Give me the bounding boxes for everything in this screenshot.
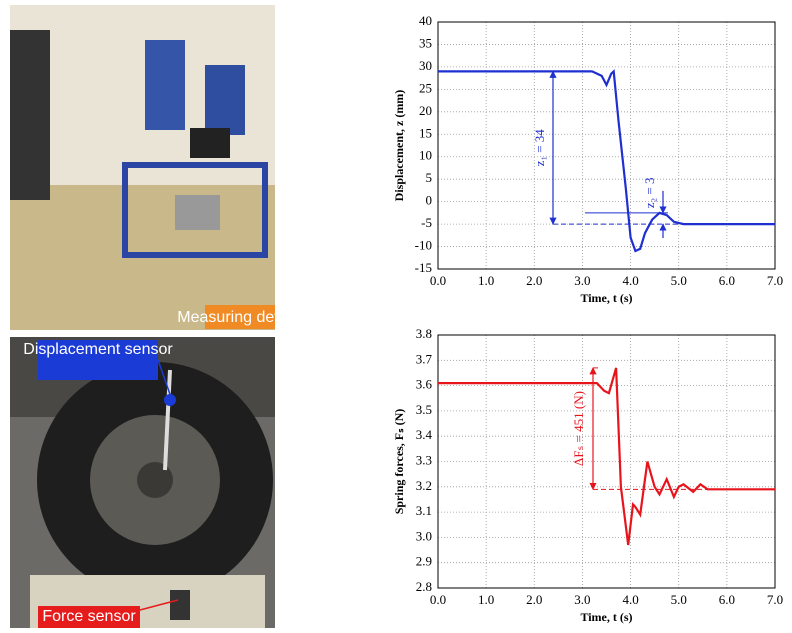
y-tick-label: 20: [419, 103, 432, 118]
y-tick-label: 10: [419, 148, 432, 163]
y-tick-label: 2.9: [416, 554, 432, 569]
y-tick-label: 3.3: [416, 452, 432, 467]
x-tick-label: 5.0: [671, 273, 687, 288]
x-tick-label: 4.0: [622, 273, 638, 288]
figure: Measuring device Displacement sensor For…: [0, 0, 792, 633]
y-axis-label: Spring forces, Fₛ (N): [392, 409, 406, 515]
y-axis-label: Displacement, z (mm): [392, 90, 406, 202]
annotation: z₂ = 3: [642, 178, 657, 209]
x-tick-label: 6.0: [719, 273, 735, 288]
x-tick-label: 7.0: [767, 273, 783, 288]
data-line: [438, 368, 775, 545]
y-tick-label: 3.4: [416, 427, 433, 442]
y-tick-label: -5: [421, 215, 432, 230]
x-tick-label: 2.0: [526, 273, 542, 288]
annotation: z₁ = 34: [532, 129, 547, 167]
x-tick-label: 6.0: [719, 592, 735, 607]
x-tick-label: 7.0: [767, 592, 783, 607]
photo-wheel: Displacement sensor Force sensor: [10, 337, 275, 628]
y-tick-label: 3.7: [416, 351, 433, 366]
x-tick-label: 1.0: [478, 273, 494, 288]
photo-label: Measuring device: [177, 309, 303, 326]
x-tick-label: 1.0: [478, 592, 494, 607]
y-tick-label: -10: [415, 238, 432, 253]
y-tick-label: 3.1: [416, 503, 432, 518]
y-tick-label: 3.0: [416, 528, 432, 543]
annotation: ΔFₛ = 451 (N): [571, 391, 586, 466]
y-tick-label: 15: [419, 125, 432, 140]
y-tick-label: 3.8: [416, 326, 432, 341]
x-tick-label: 3.0: [574, 592, 590, 607]
y-tick-label: 3.2: [416, 478, 432, 493]
y-tick-label: 25: [419, 80, 432, 95]
x-tick-label: 0.0: [430, 592, 446, 607]
x-tick-label: 5.0: [671, 592, 687, 607]
x-axis-label: Time, t (s): [580, 291, 632, 305]
x-axis-label: Time, t (s): [580, 610, 632, 624]
photo-measuring: Measuring device: [10, 5, 303, 330]
x-tick-label: 4.0: [622, 592, 638, 607]
x-tick-label: 3.0: [574, 273, 590, 288]
y-tick-label: 30: [419, 58, 432, 73]
y-tick-label: 3.6: [416, 377, 433, 392]
y-tick-label: 3.5: [416, 402, 432, 417]
y-tick-label: 0: [426, 193, 433, 208]
y-tick-label: 35: [419, 35, 432, 50]
y-tick-label: 5: [426, 170, 433, 185]
page: {"photos": {"top_label": "Measuring devi…: [0, 0, 792, 633]
plot-frame: [438, 22, 775, 269]
y-tick-label: 40: [419, 13, 432, 28]
x-tick-label: 2.0: [526, 592, 542, 607]
photo-label: Displacement sensor: [23, 341, 173, 358]
x-tick-label: 0.0: [430, 273, 446, 288]
photo-label: Force sensor: [42, 608, 136, 625]
